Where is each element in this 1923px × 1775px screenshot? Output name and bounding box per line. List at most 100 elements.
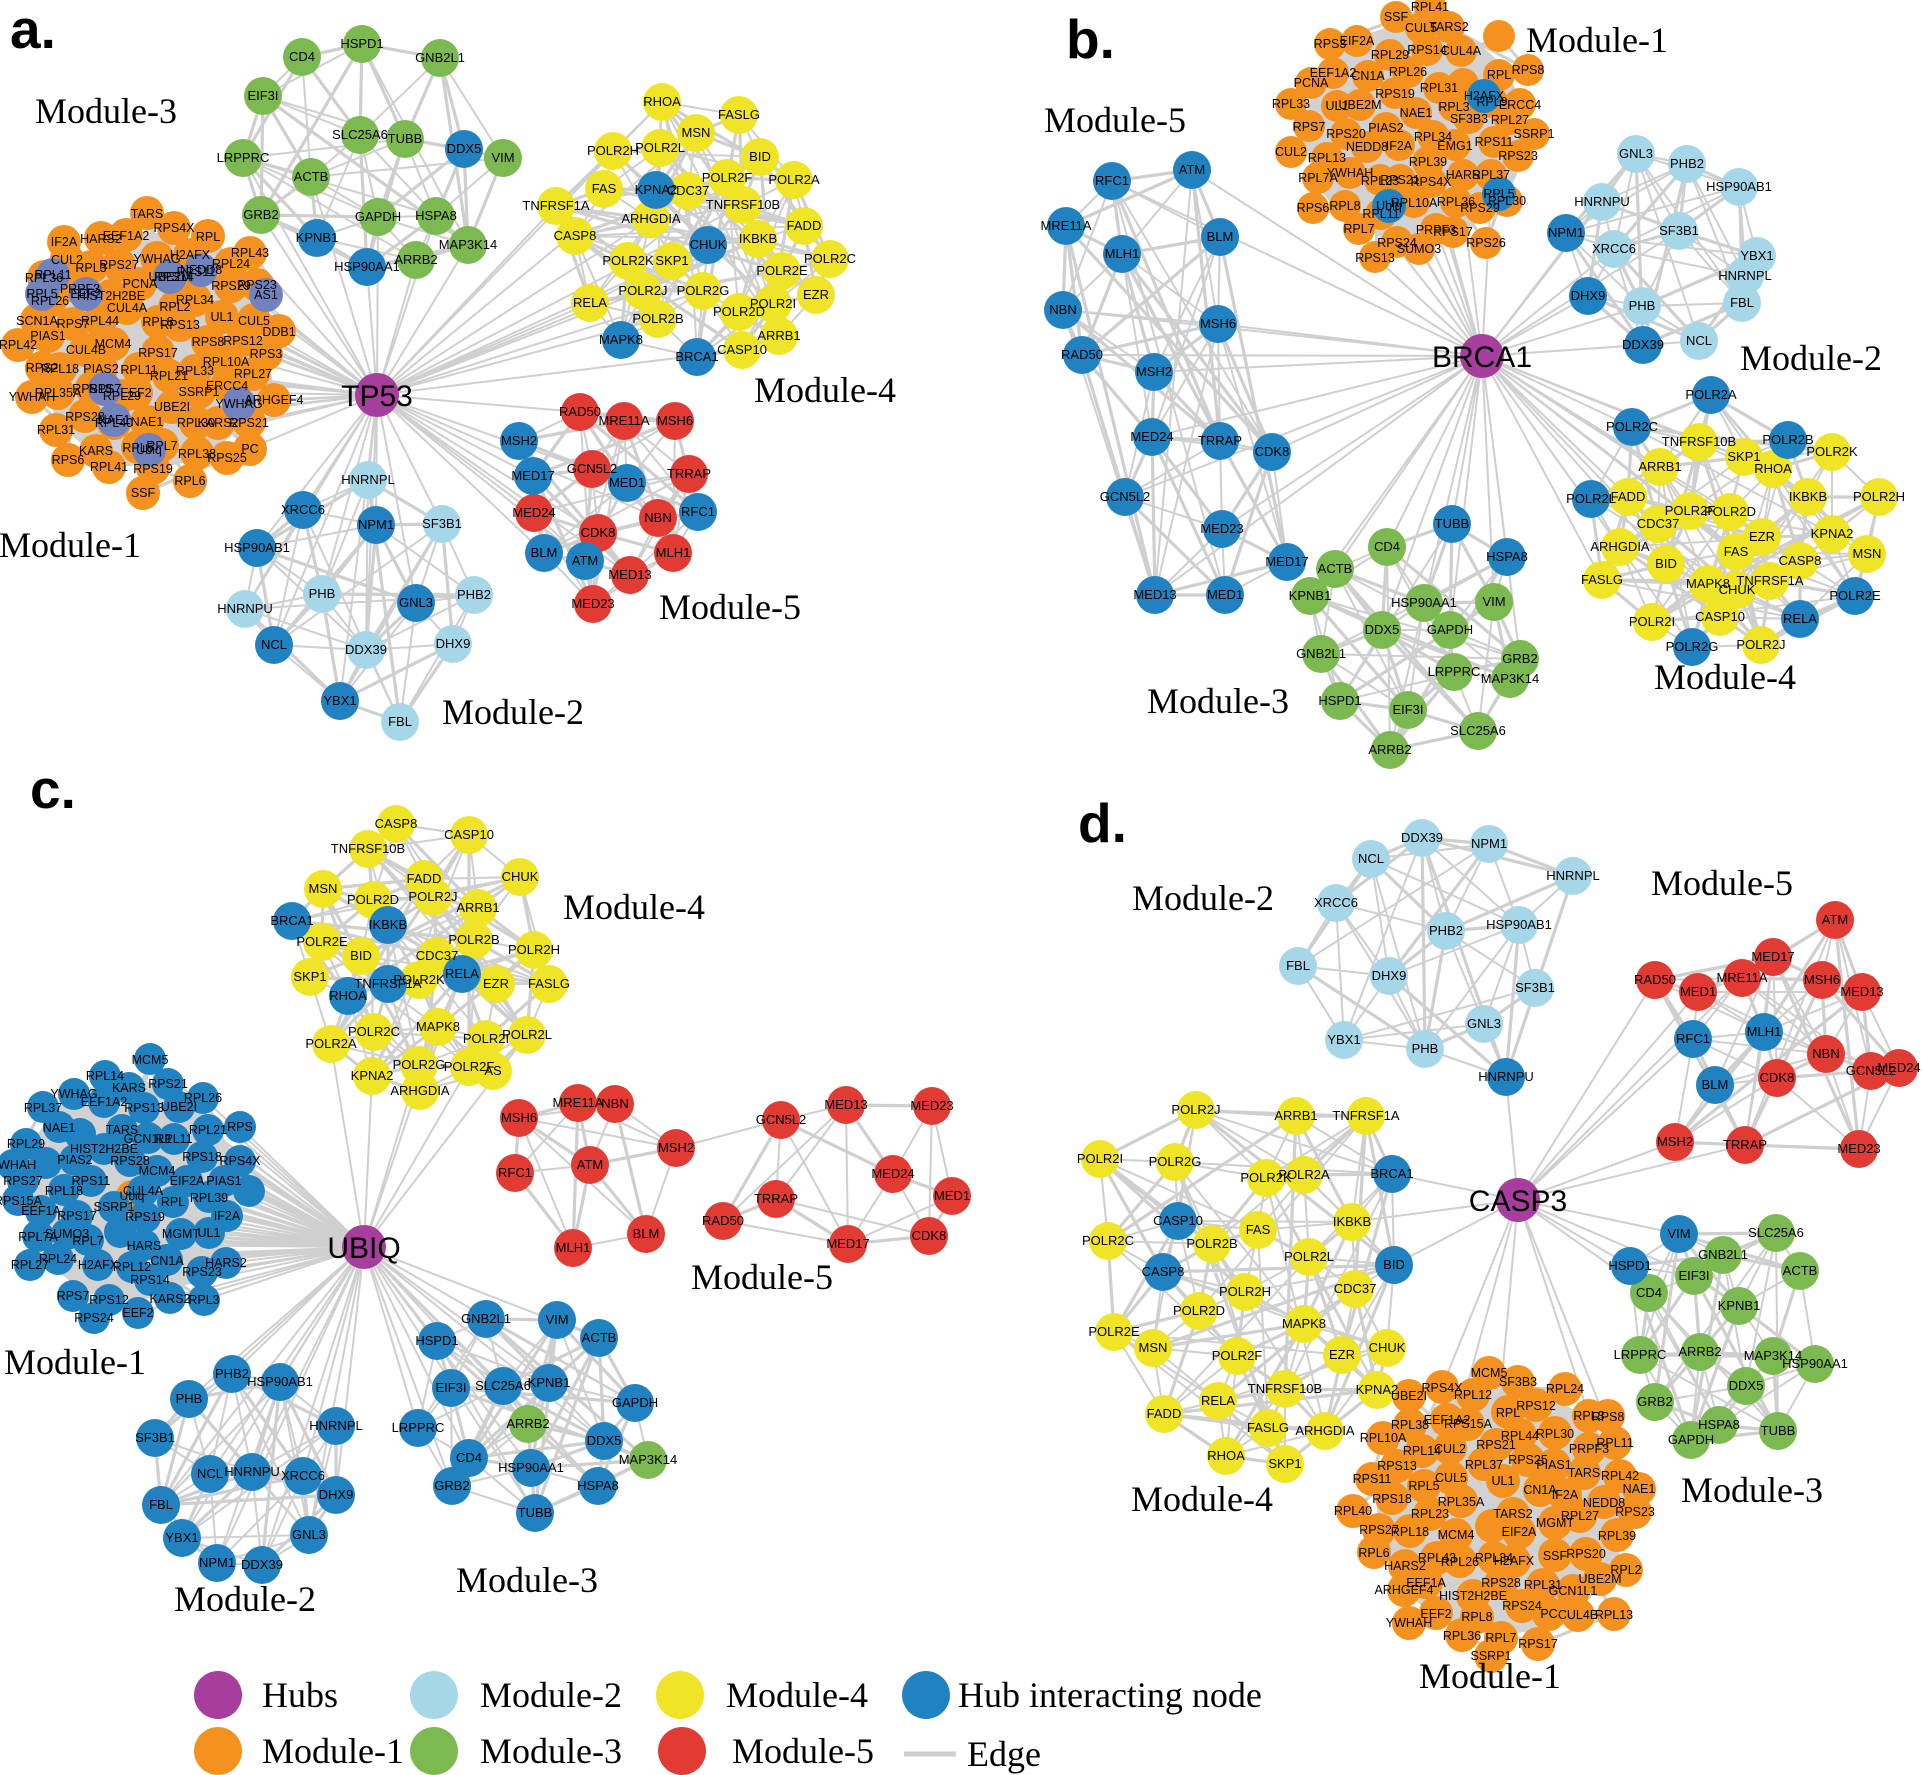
svg-text:MSN: MSN [1853, 546, 1882, 561]
svg-text:BRCA1: BRCA1 [1370, 1166, 1413, 1181]
svg-text:UBE2M: UBE2M [1338, 98, 1381, 112]
svg-text:FADD: FADD [1147, 1406, 1182, 1421]
svg-text:LRPPRC: LRPPRC [1614, 1347, 1667, 1362]
svg-text:EZR: EZR [803, 287, 829, 302]
svg-text:RPL27: RPL27 [11, 1258, 49, 1272]
svg-text:MED1: MED1 [609, 475, 645, 490]
svg-text:RPS13: RPS13 [1377, 1459, 1417, 1473]
svg-text:Module-1: Module-1 [262, 1731, 404, 1771]
svg-text:MED23: MED23 [1837, 1141, 1880, 1156]
svg-text:MAPK8: MAPK8 [599, 332, 643, 347]
svg-text:POLR2B: POLR2B [448, 932, 499, 947]
svg-text:RPS: RPS [227, 1120, 253, 1134]
svg-text:DDX39: DDX39 [345, 642, 387, 657]
svg-text:DHX9: DHX9 [1571, 288, 1606, 303]
svg-text:ARHGDIA: ARHGDIA [621, 211, 681, 226]
svg-text:SF3B1: SF3B1 [135, 1430, 175, 1445]
svg-text:CDC37: CDC37 [667, 183, 710, 198]
svg-text:RPS7: RPS7 [57, 317, 90, 331]
svg-text:POLR2E: POLR2E [296, 934, 348, 949]
svg-text:HNRNPL: HNRNPL [341, 472, 394, 487]
svg-text:EMG1: EMG1 [1437, 139, 1472, 153]
svg-text:YWHAH: YWHAH [1327, 166, 1374, 180]
svg-text:SCN1A: SCN1A [16, 314, 58, 328]
svg-text:SKP1: SKP1 [655, 253, 688, 268]
svg-text:RELA: RELA [1783, 611, 1817, 626]
svg-text:EEF2: EEF2 [1420, 1607, 1451, 1621]
svg-text:RPL33: RPL33 [176, 364, 214, 378]
svg-text:RHOA: RHOA [643, 94, 681, 109]
svg-text:Module-2: Module-2 [442, 692, 584, 732]
svg-text:TRRAP: TRRAP [754, 1191, 798, 1206]
svg-text:YWHAG: YWHAG [50, 1087, 97, 1101]
svg-text:POLR2K: POLR2K [1240, 1170, 1292, 1185]
svg-text:SSRP1: SSRP1 [179, 385, 220, 399]
svg-text:KARS2: KARS2 [198, 416, 239, 430]
svg-text:CUL5: CUL5 [1435, 1471, 1467, 1485]
svg-text:POLR2G: POLR2G [1149, 1154, 1202, 1169]
svg-text:RAD50: RAD50 [1634, 972, 1676, 987]
svg-text:RPL36: RPL36 [1443, 1629, 1481, 1643]
svg-text:GCN1L1: GCN1L1 [124, 1132, 173, 1146]
svg-text:RPL14: RPL14 [1403, 1444, 1441, 1458]
svg-text:CASP8: CASP8 [1142, 1264, 1185, 1279]
svg-text:HNRNPL: HNRNPL [309, 1418, 362, 1433]
svg-text:HSPA8: HSPA8 [415, 208, 457, 223]
svg-text:FASLG: FASLG [528, 976, 570, 991]
svg-text:LRPPRC: LRPPRC [1428, 664, 1481, 679]
svg-text:TRRAP: TRRAP [667, 466, 711, 481]
svg-text:RPS18: RPS18 [1372, 1492, 1412, 1506]
svg-text:RPS4X: RPS4X [154, 221, 196, 235]
svg-text:MSH6: MSH6 [1804, 972, 1840, 987]
svg-text:POLR2E: POLR2E [1088, 1324, 1140, 1339]
svg-text:EEF1A: EEF1A [21, 1204, 61, 1218]
svg-text:POLR2H: POLR2H [587, 143, 639, 158]
svg-text:HSP90AA1: HSP90AA1 [498, 1460, 564, 1475]
svg-text:UL1: UL1 [198, 1226, 221, 1240]
svg-text:Module-1: Module-1 [1419, 1656, 1561, 1696]
svg-text:RPL: RPL [1496, 1406, 1520, 1420]
svg-text:POLR2F: POLR2F [1665, 503, 1716, 518]
svg-text:RPL11: RPL11 [1362, 207, 1399, 221]
svg-text:NEDD8: NEDD8 [180, 263, 222, 277]
svg-text:MRE11A: MRE11A [598, 413, 649, 428]
svg-text:TUBB: TUBB [388, 131, 423, 146]
svg-text:UL1: UL1 [1326, 99, 1349, 113]
svg-text:RPL5: RPL5 [1408, 1479, 1439, 1493]
svg-text:HNRNPL: HNRNPL [1718, 268, 1771, 283]
svg-text:IF2A: IF2A [214, 1209, 241, 1223]
svg-text:CUL2: CUL2 [1434, 1442, 1466, 1456]
svg-text:EIF2A: EIF2A [1502, 1525, 1537, 1539]
svg-text:DHX9: DHX9 [1372, 968, 1407, 983]
svg-text:DHX9: DHX9 [436, 636, 471, 651]
svg-text:PHB2: PHB2 [215, 1366, 249, 1381]
svg-text:Ubiq: Ubiq [120, 1189, 145, 1203]
svg-text:TRRAP: TRRAP [1723, 1137, 1767, 1152]
svg-text:RPS23: RPS23 [182, 1265, 222, 1279]
svg-text:HNRNPU: HNRNPU [1574, 194, 1630, 209]
svg-text:TNFRSF1A: TNFRSF1A [1736, 573, 1804, 588]
svg-text:UBE2I: UBE2I [161, 1100, 197, 1114]
svg-text:CDC37: CDC37 [1334, 1281, 1377, 1296]
svg-text:ARRB1: ARRB1 [456, 900, 499, 915]
svg-text:POLR2A: POLR2A [768, 172, 820, 187]
svg-text:TUBB: TUBB [518, 1505, 553, 1520]
svg-text:NBN: NBN [1049, 302, 1076, 317]
svg-text:Module-4: Module-4 [1654, 657, 1796, 697]
svg-text:CN1A: CN1A [1351, 69, 1385, 83]
svg-text:YBX1: YBX1 [1740, 248, 1773, 263]
svg-text:RPS4X: RPS4X [1411, 175, 1453, 189]
svg-text:UBE2I: UBE2I [154, 400, 190, 414]
svg-text:BLM: BLM [1702, 1077, 1729, 1092]
svg-text:RPS17: RPS17 [1433, 225, 1473, 239]
svg-text:RPL35A: RPL35A [1438, 1495, 1485, 1509]
svg-text:RPS28: RPS28 [65, 410, 105, 424]
svg-text:MED24: MED24 [1130, 429, 1173, 444]
svg-text:TNFRSF10B: TNFRSF10B [706, 197, 780, 212]
svg-text:RPL34: RPL34 [176, 293, 214, 307]
svg-text:EEF1A: EEF1A [1406, 1576, 1446, 1590]
svg-text:RPS21: RPS21 [229, 416, 269, 430]
svg-text:RPL8: RPL8 [142, 315, 173, 329]
svg-text:RPS24: RPS24 [1502, 1599, 1542, 1613]
svg-text:RELA: RELA [445, 966, 479, 981]
